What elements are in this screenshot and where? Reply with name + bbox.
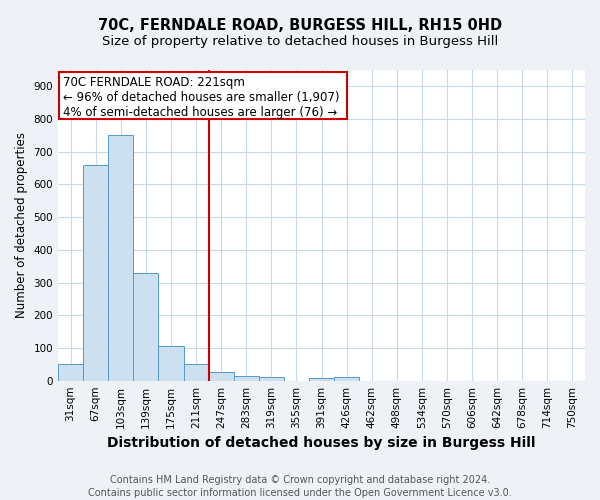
- Bar: [184, 364, 209, 380]
- Bar: [59, 72, 347, 119]
- Text: Size of property relative to detached houses in Burgess Hill: Size of property relative to detached ho…: [102, 35, 498, 48]
- Bar: [158, 346, 184, 380]
- Text: Contains public sector information licensed under the Open Government Licence v3: Contains public sector information licen…: [88, 488, 512, 498]
- Text: 70C FERNDALE ROAD: 221sqm: 70C FERNDALE ROAD: 221sqm: [63, 76, 245, 88]
- Y-axis label: Number of detached properties: Number of detached properties: [15, 132, 28, 318]
- Bar: [209, 372, 233, 380]
- Bar: [58, 364, 83, 380]
- Text: 4% of semi-detached houses are larger (76) →: 4% of semi-detached houses are larger (7…: [63, 106, 337, 120]
- Bar: [309, 378, 334, 380]
- Text: 70C, FERNDALE ROAD, BURGESS HILL, RH15 0HD: 70C, FERNDALE ROAD, BURGESS HILL, RH15 0…: [98, 18, 502, 32]
- Bar: [334, 378, 359, 380]
- Bar: [83, 165, 108, 380]
- Bar: [108, 136, 133, 380]
- Text: ← 96% of detached houses are smaller (1,907): ← 96% of detached houses are smaller (1,…: [63, 91, 340, 104]
- X-axis label: Distribution of detached houses by size in Burgess Hill: Distribution of detached houses by size …: [107, 436, 536, 450]
- Text: Contains HM Land Registry data © Crown copyright and database right 2024.: Contains HM Land Registry data © Crown c…: [110, 475, 490, 485]
- Bar: [133, 273, 158, 380]
- Bar: [259, 378, 284, 380]
- Bar: [233, 376, 259, 380]
